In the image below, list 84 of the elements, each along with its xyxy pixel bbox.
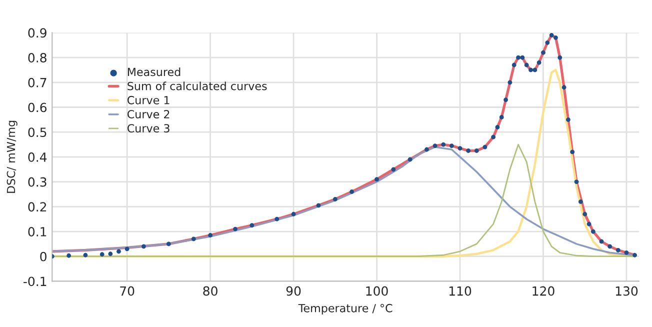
point (291, 212, 296, 216)
point (508, 80, 512, 85)
legend-label: Sum of calculated curves (128, 82, 267, 90)
point (332, 197, 338, 202)
y-tick-label: -0.1 (24, 276, 46, 286)
legend-label: Curve 2 (128, 110, 170, 118)
point (599, 239, 604, 244)
point (108, 252, 113, 256)
point (608, 244, 612, 249)
point (574, 180, 579, 184)
point (558, 55, 562, 60)
y-tick-label: 0.9 (28, 28, 46, 38)
point (590, 229, 596, 234)
point (549, 32, 554, 38)
y-tick-label: 0.2 (28, 202, 46, 212)
point (316, 203, 321, 208)
point (582, 212, 588, 216)
x-tick-label: 100 (366, 286, 388, 296)
point (449, 144, 454, 148)
point (408, 157, 412, 162)
point (233, 226, 238, 232)
y-tick-label: 0.1 (28, 226, 46, 236)
point (624, 250, 629, 255)
point (466, 148, 471, 153)
point (474, 148, 479, 153)
point (66, 253, 72, 258)
legend-label: Curve 1 (128, 96, 170, 104)
point (570, 150, 575, 154)
point (562, 85, 566, 90)
line-series (52, 68, 636, 258)
point (554, 35, 558, 40)
point (586, 222, 592, 226)
y-axis-title: DSC/ mW/mg (6, 120, 18, 193)
point (541, 50, 546, 55)
point (458, 146, 462, 150)
point (391, 167, 396, 172)
point (504, 98, 508, 102)
point (524, 62, 529, 68)
x-tick-label: 80 (203, 286, 218, 296)
point (499, 115, 504, 120)
x-tick-label: 120 (532, 286, 554, 296)
point (491, 134, 496, 140)
y-tick-label: 0.8 (28, 53, 46, 62)
point (191, 236, 196, 242)
legend-label: Curve 3 (128, 124, 170, 132)
point (83, 252, 88, 258)
y-tick-label: 0 (40, 252, 46, 262)
point (166, 242, 171, 246)
point (516, 55, 520, 60)
point (520, 55, 525, 60)
x-tick-label: 110 (449, 286, 472, 296)
x-tick-label: 130 (616, 286, 638, 296)
point (424, 147, 429, 152)
point (632, 252, 637, 258)
point (124, 246, 130, 252)
point (250, 223, 254, 228)
point (142, 244, 146, 249)
point (578, 199, 583, 204)
y-tick-label: 0.5 (28, 128, 46, 138)
y-tick-label: 0.6 (28, 102, 47, 112)
point (432, 144, 438, 148)
x-tick-label: 90 (286, 286, 301, 296)
point (545, 40, 550, 45)
point (482, 144, 488, 150)
y-tick-label: 0.3 (28, 177, 46, 187)
point (208, 233, 212, 238)
point (566, 117, 570, 122)
point (512, 62, 516, 68)
point (100, 252, 104, 257)
point (536, 60, 542, 65)
point (528, 68, 533, 72)
point (532, 68, 538, 72)
point (350, 190, 354, 194)
point (374, 177, 379, 182)
point (274, 216, 280, 222)
x-tick-label: 70 (120, 286, 134, 296)
point (441, 142, 446, 147)
point (616, 248, 620, 252)
x-axis-title: Temperature / °C (298, 304, 392, 314)
y-tick-label: 0.7 (28, 78, 46, 88)
point (495, 124, 500, 130)
y-tick-label: 0.4 (28, 152, 47, 162)
legend-label: Measured (128, 68, 180, 76)
point (116, 249, 121, 254)
